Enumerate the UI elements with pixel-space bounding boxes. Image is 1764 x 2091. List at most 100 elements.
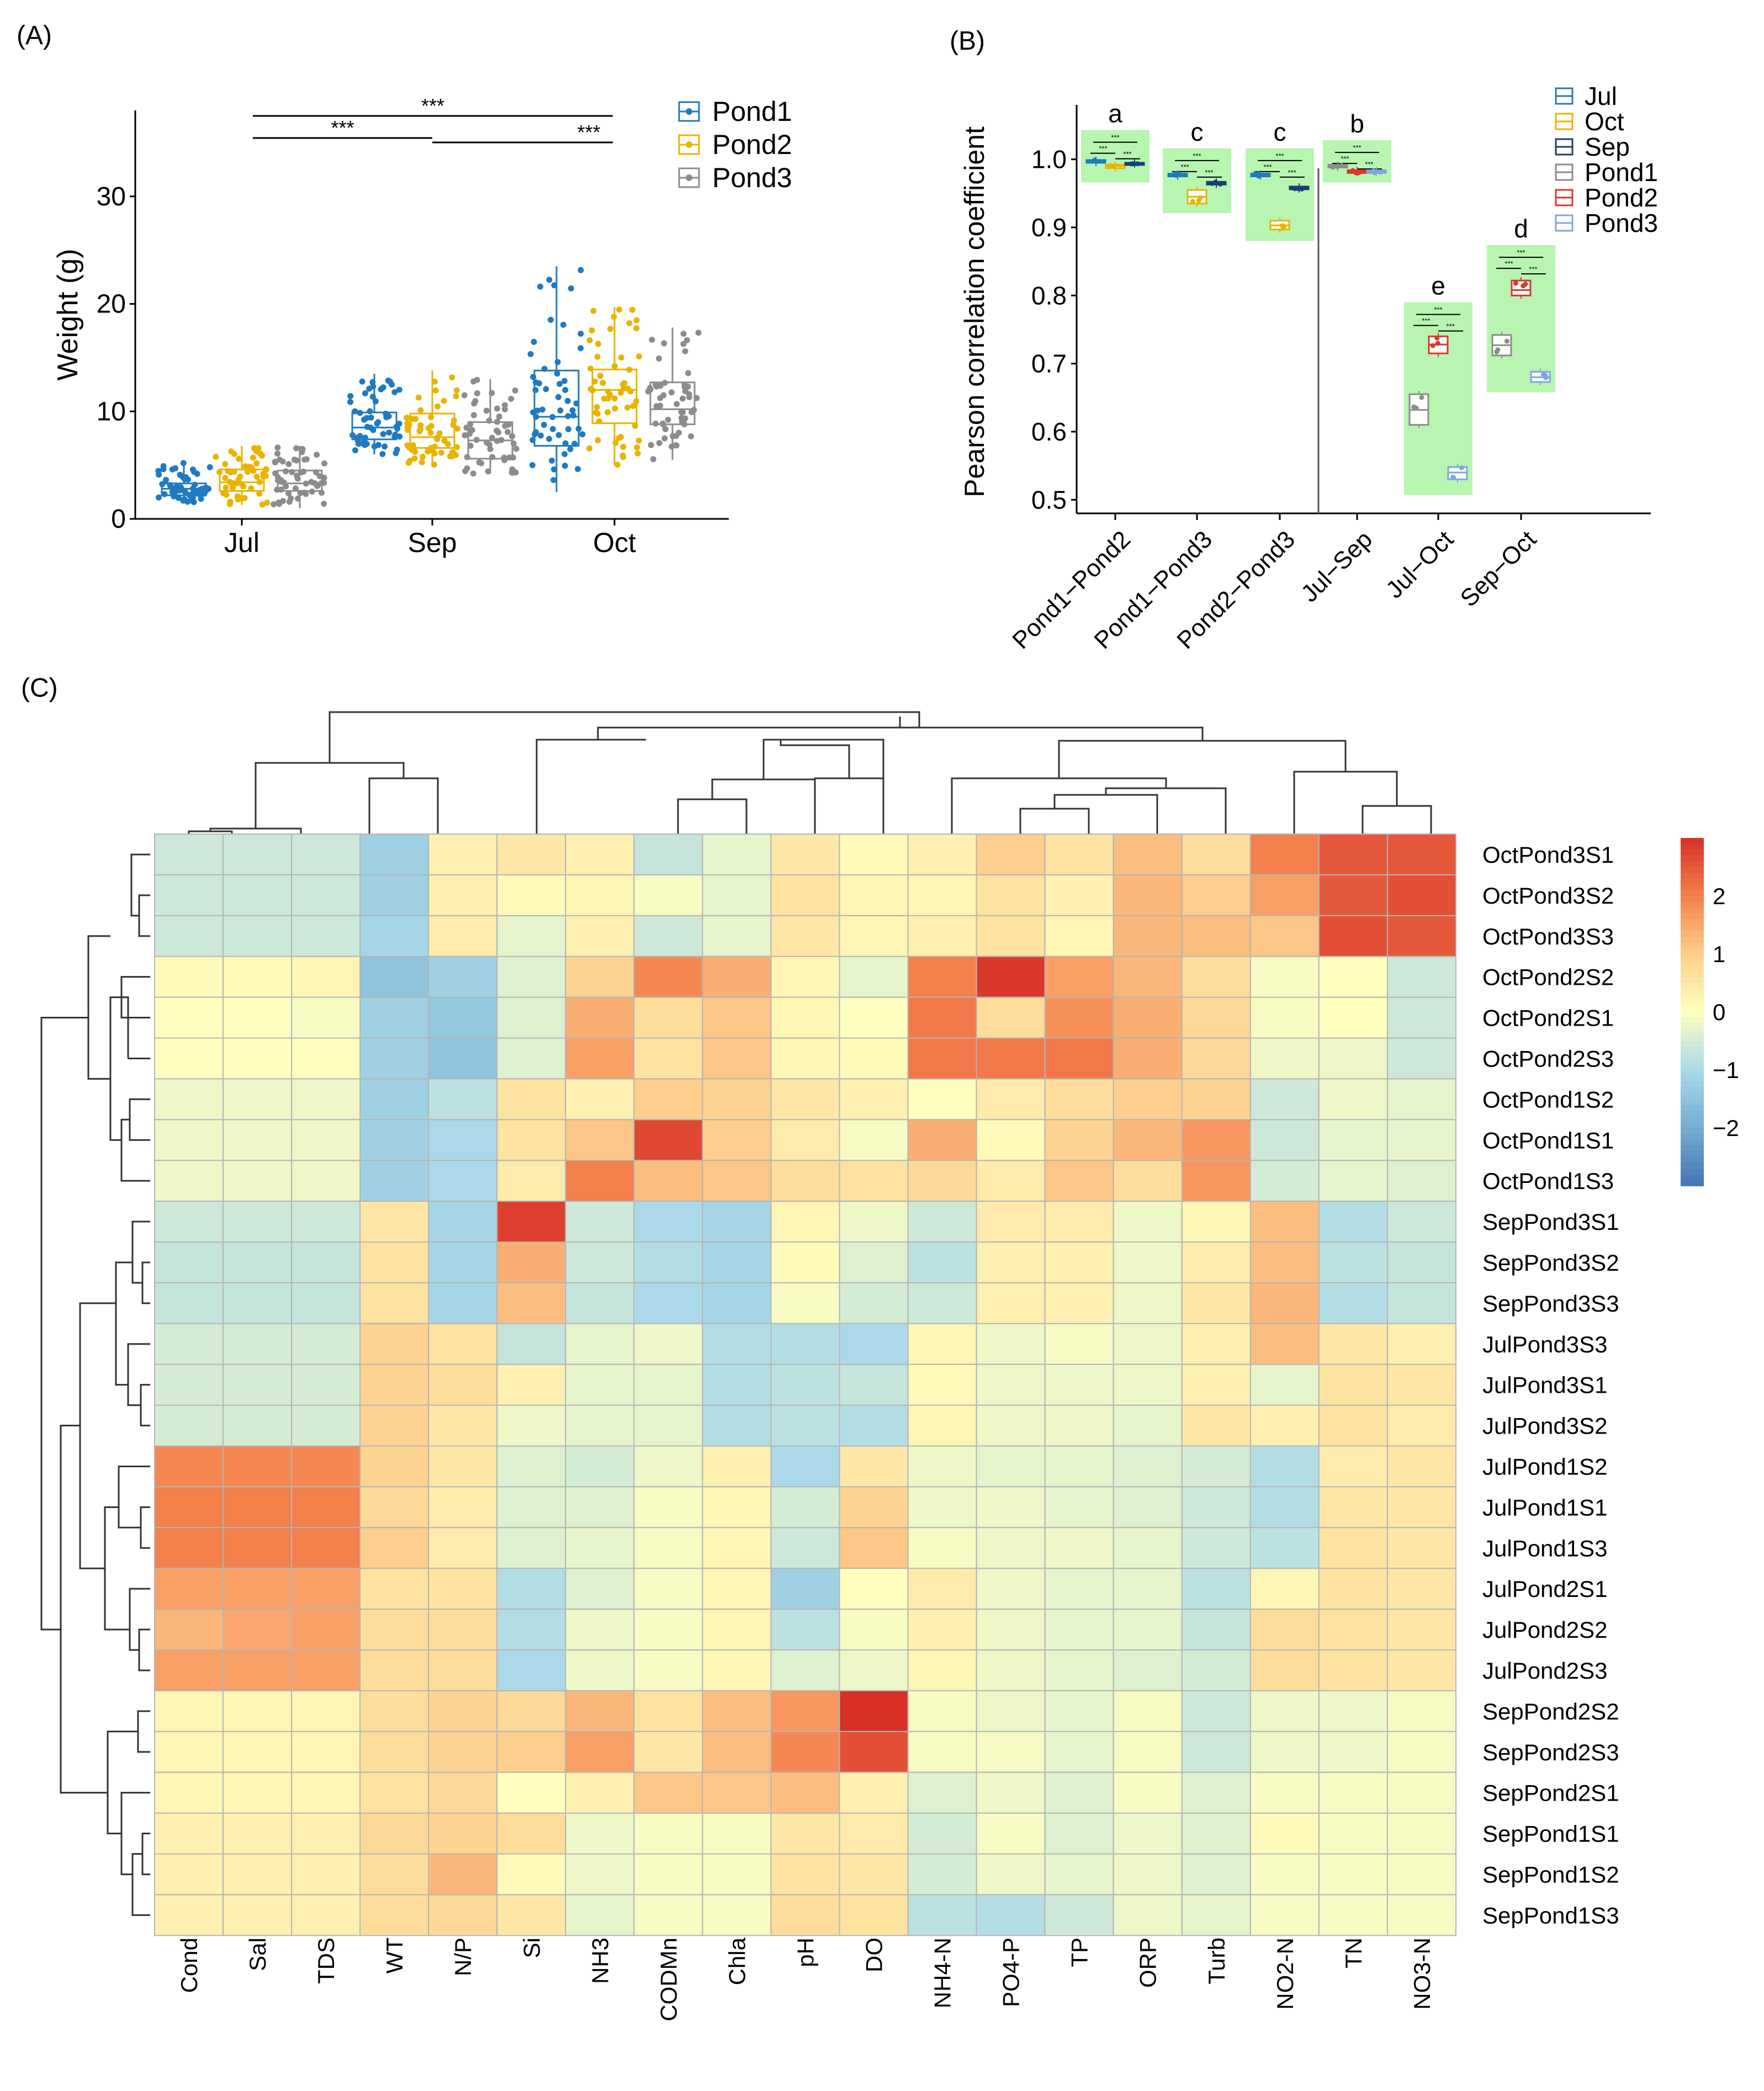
chart-a-point (274, 450, 281, 457)
heatmap-cell (1318, 1812, 1388, 1855)
chart-b: Pearson correlation coefficient 0.5 0.6 0.… (959, 82, 1658, 654)
colorbar-step (1681, 1047, 1704, 1053)
chart-a-point (441, 437, 448, 444)
heatmap-cell (1113, 1609, 1183, 1651)
colorbar-step (1681, 1128, 1704, 1134)
heatmap-cell (976, 1201, 1046, 1243)
heatmap-cell (976, 1894, 1046, 1936)
heatmap-cell (633, 956, 703, 998)
heatmap-cell (702, 1568, 772, 1610)
chart-a-point (661, 340, 668, 347)
chart-a-point (417, 407, 424, 413)
heatmap-cell (1044, 1119, 1114, 1161)
heatmap-cell (770, 1282, 840, 1324)
chart-a-ytick-label: 20 (97, 290, 126, 319)
heatmap-cell (770, 1568, 840, 1610)
heatmap-cell (291, 1160, 361, 1202)
heatmap-cell (702, 1119, 772, 1161)
heatmap-cell (907, 1445, 977, 1488)
colorbar-step (1681, 1023, 1704, 1030)
heatmap-cell (1113, 956, 1183, 998)
chart-a-point (393, 450, 399, 457)
heatmap-cell (976, 1649, 1046, 1691)
row-dendrogram-branch (104, 1506, 130, 1631)
colorbar-step (1681, 1081, 1704, 1088)
chart-b-point (1330, 164, 1336, 170)
heatmap-cell (1386, 1160, 1456, 1202)
heatmap-row-label: OctPond2S1 (1482, 1005, 1614, 1031)
heatmap-cell (359, 1201, 430, 1243)
chart-a-point (425, 425, 432, 432)
chart-a-point (531, 338, 537, 345)
chart-a-point (562, 387, 569, 394)
heatmap-cell (907, 1404, 977, 1447)
chart-a-point (557, 407, 564, 414)
heatmap-cell (907, 1853, 977, 1896)
heatmap-cells (154, 834, 1456, 1936)
chart-a-point (453, 387, 460, 394)
heatmap-cell (702, 1812, 772, 1855)
chart-a-legend-label: Pond1 (712, 96, 792, 127)
heatmap-cell (1386, 1282, 1456, 1324)
heatmap-cell (702, 1201, 772, 1243)
chart-a-point (557, 381, 563, 388)
heatmap-cell (839, 1445, 909, 1488)
chart-b-group-letter: c (1191, 118, 1204, 146)
heatmap-cell (633, 1160, 703, 1202)
heatmap-row-label: JulPond3S3 (1482, 1331, 1608, 1357)
heatmap-cell (1113, 1282, 1183, 1324)
heatmap-cell (496, 874, 566, 916)
colorbar-step (1681, 1000, 1704, 1007)
heatmap-cell (1386, 1894, 1456, 1936)
heatmap-cell (565, 874, 635, 916)
chart-a-point (546, 436, 553, 442)
heatmap-row-label: OctPond3S2 (1482, 883, 1614, 909)
chart-a-point (578, 345, 584, 352)
chart-a-point (314, 482, 321, 489)
chart-a-point (172, 489, 178, 496)
heatmap-cell (359, 1853, 430, 1896)
chart-b-point (1217, 181, 1223, 187)
chart-b-point (1504, 338, 1509, 344)
heatmap-cell (1318, 1486, 1388, 1529)
colorbar-step (1681, 1116, 1704, 1123)
chart-a-point (594, 404, 600, 410)
heatmap-cell (1044, 1894, 1114, 1936)
chart-a-point (256, 490, 263, 497)
chart-a-box (409, 412, 455, 449)
chart-a-point (575, 466, 581, 473)
chart-a-point (679, 395, 686, 402)
heatmap-cell (839, 1690, 909, 1732)
heatmap-cell (702, 1445, 772, 1488)
heatmap-cell (839, 1771, 909, 1814)
row-dendrogram-branch (140, 1384, 150, 1427)
heatmap-cell (1113, 1690, 1183, 1732)
colorbar-step (1681, 1133, 1704, 1140)
heatmap-cell (1113, 1160, 1183, 1202)
heatmap-cell (291, 1894, 361, 1936)
heatmap-cell (1249, 1078, 1320, 1121)
heatmap-cell (907, 834, 977, 875)
heatmap-cell (633, 874, 703, 916)
heatmap-cell (428, 874, 498, 916)
chart-a-point (564, 397, 571, 404)
row-dendrogram-branch (118, 1465, 150, 1529)
chart-a-point (665, 417, 671, 423)
chart-b-xtick-label: Jul−Sep (1296, 526, 1378, 607)
heatmap-cell (907, 1119, 977, 1161)
chart-a-point (474, 390, 480, 396)
heatmap-cell (496, 1649, 566, 1691)
heatmap-cell (291, 1690, 361, 1732)
chart-a-point (454, 444, 460, 450)
chart-a-box (591, 368, 638, 424)
chart-a-point (285, 461, 292, 468)
chart-a-point (163, 476, 169, 483)
heatmap-col-label: TDS (313, 1938, 339, 1984)
heatmap-cell (565, 1771, 635, 1814)
heatmap-cell (907, 1894, 977, 1936)
heatmap-cell (1249, 915, 1320, 957)
heatmap-col-label: pH (792, 1938, 818, 1967)
heatmap-cell (907, 1323, 977, 1365)
colorbar-step (1681, 942, 1704, 949)
